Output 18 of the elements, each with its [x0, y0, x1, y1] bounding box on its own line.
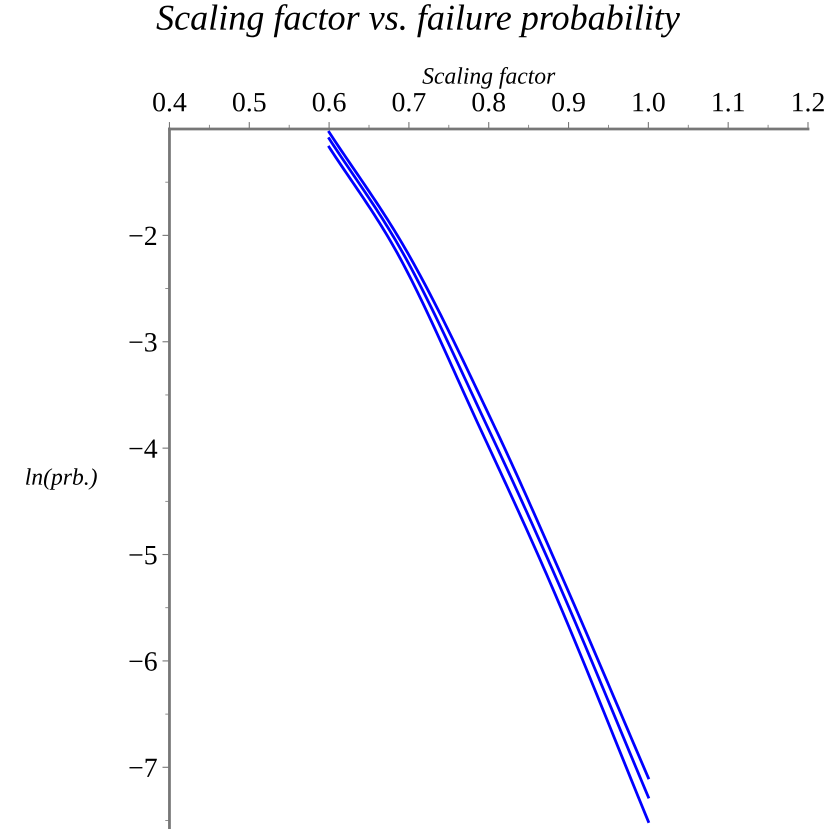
x-tick-label: 1.2	[793, 92, 824, 112]
x-axis-title: Scaling factor	[422, 67, 556, 89]
x-tick-label: 1.0	[633, 92, 665, 112]
y-tick-label: −5	[129, 546, 157, 564]
x-tick-label: 0.4	[153, 92, 186, 112]
y-tick-label: −2	[129, 226, 156, 246]
y-axis-title: ln(prb.)	[26, 468, 97, 490]
x-tick-label: 0.9	[552, 92, 585, 112]
x-tick-label: 0.8	[472, 92, 506, 112]
x-tick-label: 0.7	[392, 92, 426, 112]
x-tick-label: 1.1	[713, 92, 744, 112]
y-tick-label: −6	[129, 652, 157, 671]
y-tick-label: −4	[129, 439, 158, 458]
chart-title: Scaling factor vs. failure probability	[156, 4, 680, 38]
y-tick-label: −7	[129, 758, 157, 777]
x-tick-label: 0.6	[312, 92, 346, 112]
x-tick-label: 0.5	[232, 92, 266, 112]
y-tick-label: −3	[129, 333, 157, 352]
